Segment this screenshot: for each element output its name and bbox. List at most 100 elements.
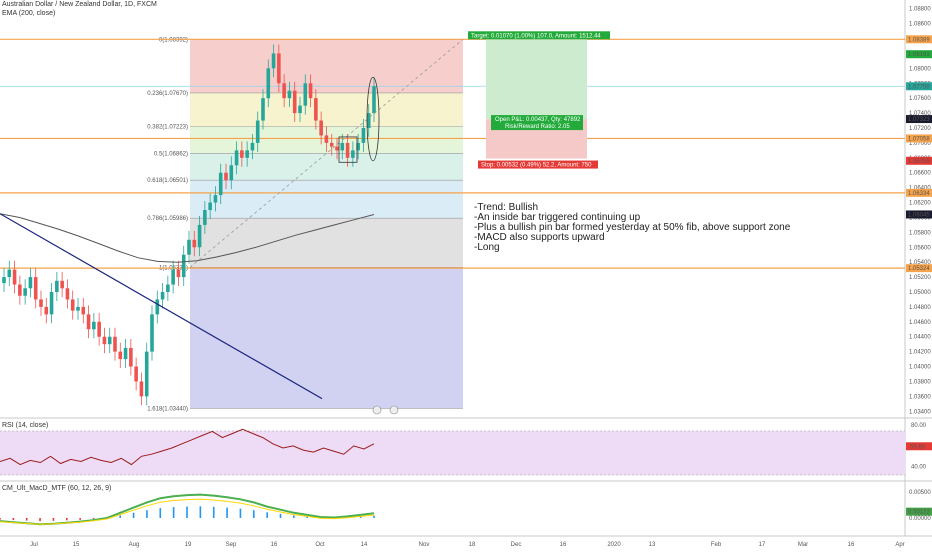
target-tag: Target: 0.01070 (1.00%) 107.0, Amount: 1… xyxy=(471,33,601,39)
price-tick-label: 1.05200 xyxy=(909,275,931,281)
candle-body xyxy=(224,173,228,180)
candle-body xyxy=(198,225,202,247)
price-tick-label: 1.03600 xyxy=(909,394,931,400)
analysis-note: -Long xyxy=(474,242,500,253)
price-tag: 1.07058 xyxy=(908,136,930,142)
candle-body xyxy=(309,83,313,98)
candle-body xyxy=(66,288,70,299)
price-tag: 1.07323 xyxy=(908,117,930,123)
candle-body xyxy=(155,299,159,314)
time-tick-label: 13 xyxy=(649,542,656,548)
macd-histogram-bar xyxy=(39,518,41,521)
candle-body xyxy=(219,173,223,195)
macd-histogram-bar xyxy=(213,507,215,518)
rsi-tick-label: 40.00 xyxy=(911,465,927,471)
candle-body xyxy=(50,292,54,314)
candle-body xyxy=(303,83,307,105)
price-tick-label: 1.04200 xyxy=(909,350,931,356)
ema-label: EMA (200, close) xyxy=(2,10,55,17)
macd-histogram-bar xyxy=(53,518,55,521)
candle-body xyxy=(282,83,286,98)
fib-zone xyxy=(190,218,463,267)
macd-histogram-bar xyxy=(26,518,28,521)
price-tick-label: 1.06200 xyxy=(909,201,931,207)
candle-body xyxy=(240,150,244,157)
rr-text: Risk/Reward Ratio: 2.05 xyxy=(505,124,570,130)
candle-body xyxy=(298,106,302,113)
macd-histogram-bar xyxy=(66,518,68,520)
candle-body xyxy=(124,348,128,359)
target-zone xyxy=(486,39,587,119)
macd-histogram-bar xyxy=(293,515,295,518)
candle-body xyxy=(39,299,43,306)
candle-body xyxy=(113,337,117,352)
price-tag: 1.07758 xyxy=(908,84,930,90)
candle-body xyxy=(235,150,239,165)
price-tick-label: 1.03400 xyxy=(909,409,931,415)
fib-zone xyxy=(190,93,463,127)
macd-tick-label: 0.00500 xyxy=(909,490,931,496)
macd-histogram-bar xyxy=(13,518,15,520)
price-tick-label: 1.06600 xyxy=(909,171,931,177)
candle-body xyxy=(134,367,138,382)
time-tick-label: 19 xyxy=(185,542,192,548)
candle-body xyxy=(7,270,11,277)
rsi-tick-label: 80.00 xyxy=(911,423,927,429)
fib-label: 0.5(1.06862) xyxy=(154,151,188,157)
time-tick-label: 14 xyxy=(361,542,368,548)
candle-body xyxy=(330,143,334,147)
price-tick-label: 1.08600 xyxy=(909,22,931,28)
macd-histogram-bar xyxy=(280,514,282,518)
time-tick-label: Nov xyxy=(419,542,430,548)
candle-body xyxy=(108,337,112,344)
candle-body xyxy=(171,270,175,285)
price-tag: 1.06759 xyxy=(908,159,930,165)
candle-body xyxy=(340,143,344,150)
macd-histogram-bar xyxy=(266,512,268,518)
candle-body xyxy=(362,128,366,143)
candle-body xyxy=(192,240,196,247)
candle-body xyxy=(87,314,91,329)
macd-tag: 0.00122 xyxy=(908,510,930,516)
fib-zone xyxy=(190,267,463,408)
candle-body xyxy=(118,352,122,359)
candle-body xyxy=(187,240,191,255)
candle-body xyxy=(55,281,59,292)
fib-label: 0.618(1.06501) xyxy=(147,178,188,184)
fib-label: 0(1.08392) xyxy=(159,37,188,43)
candle-body xyxy=(140,381,144,396)
macd-histogram-bar xyxy=(240,509,242,518)
fib-label: 0.786(1.05986) xyxy=(147,216,188,222)
time-tick-label: 15 xyxy=(73,542,80,548)
fib-label: 0.236(1.07670) xyxy=(147,91,188,97)
candle-body xyxy=(23,288,27,295)
candle-body xyxy=(319,121,323,136)
time-tick-label: Feb xyxy=(711,542,722,548)
time-tick-label: Sep xyxy=(226,542,237,548)
time-tick-label: 2020 xyxy=(607,542,621,548)
macd-histogram-bar xyxy=(93,518,95,519)
candle-body xyxy=(81,307,85,314)
candle-body xyxy=(288,91,292,98)
candle-body xyxy=(261,98,265,120)
symbol-title: Australian Dollar / New Zealand Dollar, … xyxy=(2,1,157,8)
macd-histogram-bar xyxy=(186,507,188,518)
candle-body xyxy=(177,270,181,277)
price-tick-label: 1.08800 xyxy=(909,7,931,13)
candle-body xyxy=(351,150,355,157)
candle-body xyxy=(13,270,17,285)
time-tick-label: 16 xyxy=(848,542,855,548)
price-tick-label: 1.08000 xyxy=(909,66,931,72)
time-tick-label: Oct xyxy=(315,542,325,548)
candle-body xyxy=(277,53,281,83)
price-tick-label: 1.04800 xyxy=(909,305,931,311)
time-tick-label: 18 xyxy=(469,542,476,548)
price-tick-label: 1.07600 xyxy=(909,96,931,102)
candle-body xyxy=(60,281,64,288)
price-tick-label: 1.05800 xyxy=(909,230,931,236)
macd-histogram-bar xyxy=(133,513,135,518)
macd-histogram-bar xyxy=(226,508,228,518)
macd-histogram-bar xyxy=(159,508,161,518)
price-tag: 1.05324 xyxy=(908,266,930,272)
